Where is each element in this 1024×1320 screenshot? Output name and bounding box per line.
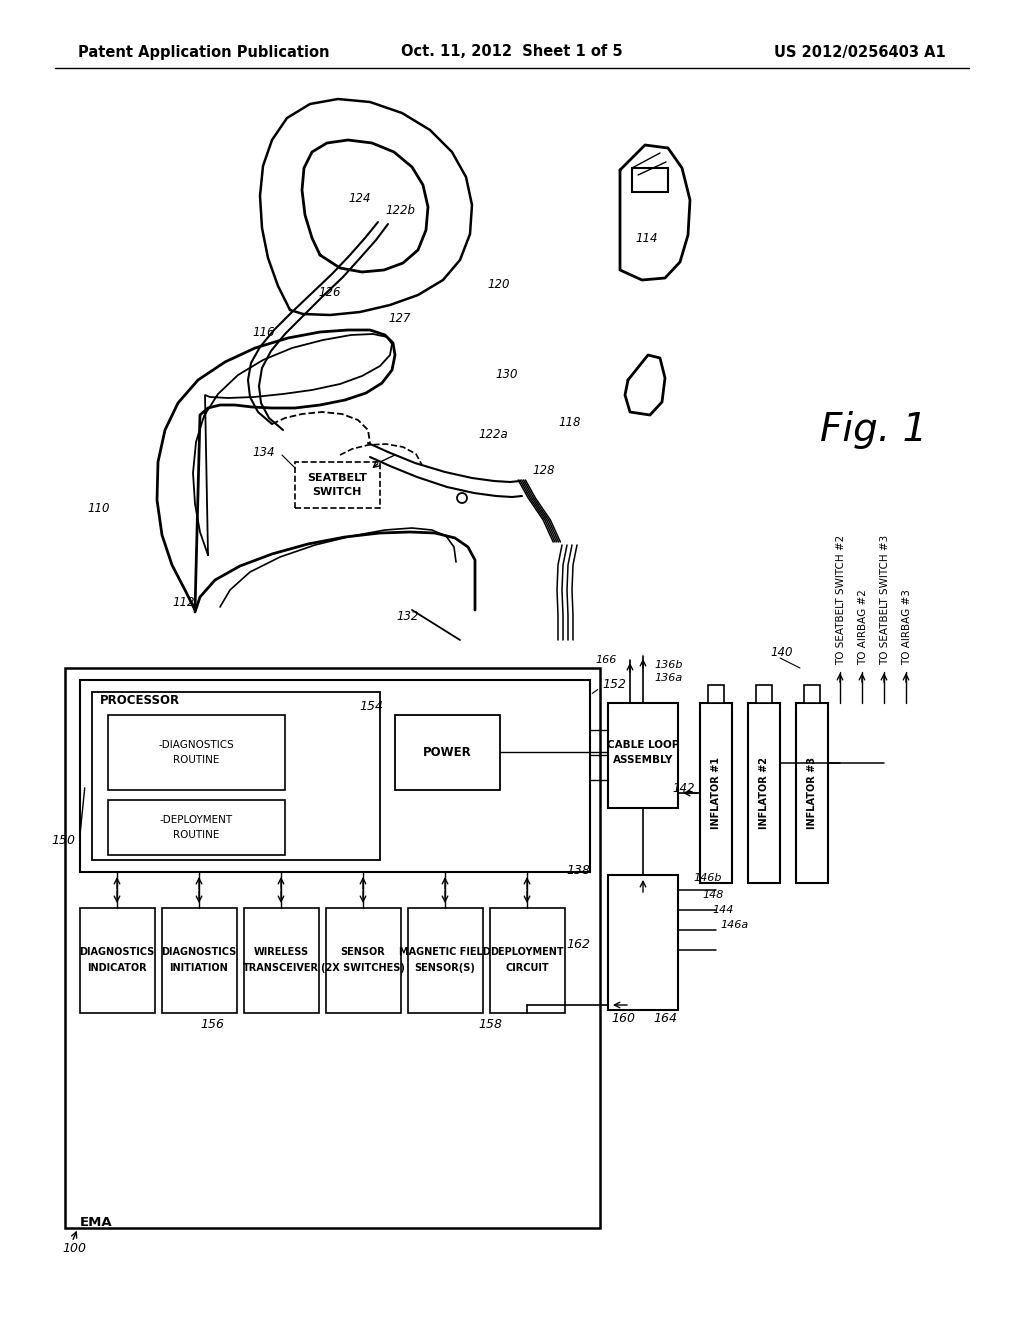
Text: Fig. 1: Fig. 1	[820, 411, 928, 449]
Bar	[108, 800, 285, 855]
Text: 152: 152	[602, 678, 626, 692]
Bar	[80, 680, 590, 873]
Bar	[92, 692, 380, 861]
Bar	[708, 685, 724, 704]
Text: WIRELESS: WIRELESS	[253, 946, 308, 957]
Text: TO AIRBAG #2: TO AIRBAG #2	[858, 589, 868, 665]
Text: 120: 120	[487, 279, 510, 292]
Bar	[748, 704, 780, 883]
Bar	[490, 908, 565, 1012]
Text: PROCESSOR: PROCESSOR	[100, 693, 180, 706]
Text: 128: 128	[532, 463, 555, 477]
Text: 116: 116	[253, 326, 275, 338]
Text: 124: 124	[348, 191, 371, 205]
Text: ROUTINE: ROUTINE	[173, 830, 219, 840]
Text: 110: 110	[87, 502, 110, 515]
Text: US 2012/0256403 A1: US 2012/0256403 A1	[774, 45, 946, 59]
Text: 134: 134	[253, 446, 275, 458]
Bar	[395, 715, 500, 789]
Text: 148: 148	[702, 890, 723, 900]
Text: INFLATOR #3: INFLATOR #3	[807, 756, 817, 829]
Bar	[700, 704, 732, 883]
Bar	[326, 908, 401, 1012]
Text: 138: 138	[566, 863, 590, 876]
Bar	[108, 715, 285, 789]
Text: CIRCUIT: CIRCUIT	[505, 964, 549, 973]
Text: CABLE LOOP: CABLE LOOP	[607, 741, 679, 750]
Bar	[632, 168, 668, 191]
Text: 142: 142	[673, 781, 695, 795]
Text: 156: 156	[200, 1019, 224, 1031]
Bar	[804, 685, 820, 704]
Text: TO SEATBELT SWITCH #3: TO SEATBELT SWITCH #3	[880, 535, 890, 665]
Bar	[408, 908, 483, 1012]
Text: INFLATOR #2: INFLATOR #2	[759, 756, 769, 829]
Text: 160: 160	[611, 1011, 635, 1024]
Text: 122b: 122b	[385, 203, 415, 216]
Text: 100: 100	[62, 1242, 86, 1254]
Text: EMA: EMA	[80, 1216, 113, 1229]
Text: ROUTINE: ROUTINE	[173, 755, 219, 766]
Bar	[65, 668, 600, 1228]
Text: 164: 164	[653, 1011, 677, 1024]
Text: Oct. 11, 2012  Sheet 1 of 5: Oct. 11, 2012 Sheet 1 of 5	[401, 45, 623, 59]
Text: SWITCH: SWITCH	[312, 487, 361, 498]
Bar	[756, 685, 772, 704]
Text: -DIAGNOSTICS: -DIAGNOSTICS	[158, 741, 233, 750]
Bar	[796, 704, 828, 883]
Text: 150: 150	[51, 833, 75, 846]
Text: -DEPLOYMENT: -DEPLOYMENT	[160, 814, 232, 825]
Text: 112: 112	[172, 597, 195, 610]
Text: MAGNETIC FIELD: MAGNETIC FIELD	[399, 946, 490, 957]
Text: TRANSCEIVER: TRANSCEIVER	[243, 964, 319, 973]
Text: DEPLOYMENT: DEPLOYMENT	[490, 946, 564, 957]
Text: ASSEMBLY: ASSEMBLY	[612, 755, 673, 766]
Text: 158: 158	[478, 1019, 502, 1031]
Text: INITIATION: INITIATION	[170, 964, 228, 973]
Text: 127: 127	[388, 312, 411, 325]
Text: SENSOR(S): SENSOR(S)	[415, 964, 475, 973]
Text: 154: 154	[359, 701, 383, 714]
Text: 140: 140	[770, 647, 793, 660]
Text: (2X SWITCHES): (2X SWITCHES)	[322, 964, 404, 973]
Bar	[244, 908, 319, 1012]
Text: 166: 166	[596, 655, 617, 665]
Text: TO AIRBAG #3: TO AIRBAG #3	[902, 589, 912, 665]
Text: 146b: 146b	[693, 873, 722, 883]
Text: SEATBELT: SEATBELT	[307, 473, 367, 483]
Text: SENSOR: SENSOR	[341, 946, 385, 957]
Text: 136b: 136b	[654, 660, 683, 671]
Text: POWER: POWER	[423, 746, 471, 759]
Text: DIAGNOSTICS: DIAGNOSTICS	[162, 946, 237, 957]
Text: 136a: 136a	[654, 673, 682, 682]
Text: Patent Application Publication: Patent Application Publication	[78, 45, 330, 59]
Text: INDICATOR: INDICATOR	[87, 964, 146, 973]
Text: 114: 114	[635, 231, 657, 244]
Bar	[80, 908, 155, 1012]
Text: 118: 118	[558, 416, 581, 429]
Text: 122a: 122a	[478, 429, 508, 441]
Text: DIAGNOSTICS: DIAGNOSTICS	[80, 946, 155, 957]
Bar	[608, 875, 678, 1010]
Text: 146a: 146a	[720, 920, 749, 931]
Text: INFLATOR #1: INFLATOR #1	[711, 756, 721, 829]
Text: 144: 144	[712, 906, 733, 915]
Text: 130: 130	[495, 368, 517, 381]
Bar	[295, 462, 380, 508]
Bar	[608, 704, 678, 808]
Text: TO SEATBELT SWITCH #2: TO SEATBELT SWITCH #2	[836, 535, 846, 665]
Text: 132: 132	[396, 610, 419, 623]
Bar	[162, 908, 237, 1012]
Text: 126: 126	[318, 285, 341, 298]
Text: 162: 162	[566, 939, 590, 952]
